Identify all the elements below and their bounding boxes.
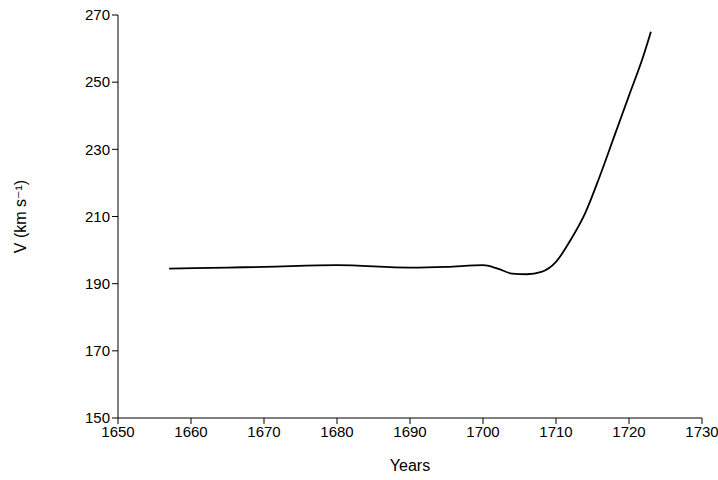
svg-text:190: 190 [85,275,110,292]
svg-text:1700: 1700 [466,423,499,440]
svg-text:1710: 1710 [539,423,572,440]
svg-text:Years: Years [390,457,430,474]
svg-text:1720: 1720 [612,423,645,440]
svg-text:170: 170 [85,342,110,359]
svg-text:150: 150 [85,409,110,426]
svg-text:210: 210 [85,208,110,225]
svg-text:1660: 1660 [174,423,207,440]
svg-text:1680: 1680 [320,423,353,440]
svg-text:V (km s⁻¹): V (km s⁻¹) [12,180,29,253]
svg-text:230: 230 [85,141,110,158]
svg-text:270: 270 [85,6,110,23]
svg-text:1730: 1730 [685,423,710,440]
svg-text:1650: 1650 [101,422,135,440]
svg-text:1690: 1690 [393,423,426,440]
svg-text:250: 250 [85,73,110,90]
svg-text:1670: 1670 [247,423,280,440]
